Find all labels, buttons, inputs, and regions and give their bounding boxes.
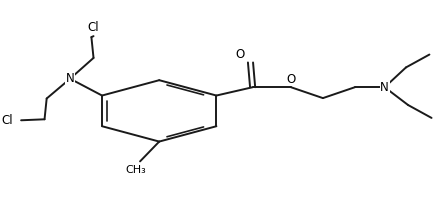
Text: O: O xyxy=(286,73,296,86)
Text: Cl: Cl xyxy=(1,114,13,127)
Text: N: N xyxy=(66,72,75,85)
Text: Cl: Cl xyxy=(88,21,99,34)
Text: N: N xyxy=(380,81,389,94)
Text: CH₃: CH₃ xyxy=(125,165,146,175)
Text: O: O xyxy=(235,48,244,61)
